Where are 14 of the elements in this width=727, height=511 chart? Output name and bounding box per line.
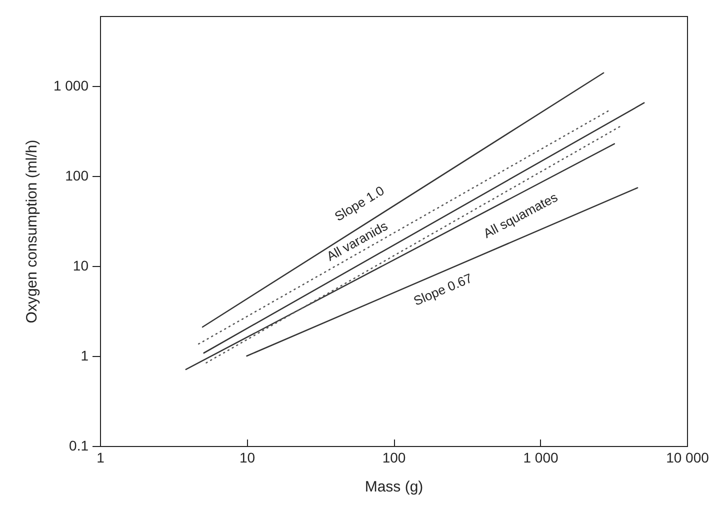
y-tick-label: 1 000 [53,78,89,94]
annotation: Slope 0.67 [411,270,474,308]
y-tick-label: 100 [65,168,89,184]
x-axis-title: Mass (g) [364,478,424,496]
x-tick-label: 10 000 [666,450,710,466]
y-tick-label: 1 [80,348,89,364]
x-tick-label: 1 [96,450,105,466]
x-tick-label: 100 [382,450,406,466]
annotation: Slope 1.0 [332,182,387,224]
x-tick-label: 1 000 [523,450,558,466]
x-tick-label: 10 [239,450,256,466]
y-tick-label: 10 [72,258,89,274]
y-tick-label: 0.1 [69,438,89,454]
y-axis-title: Oxygen consumption (ml/h) [23,140,40,324]
